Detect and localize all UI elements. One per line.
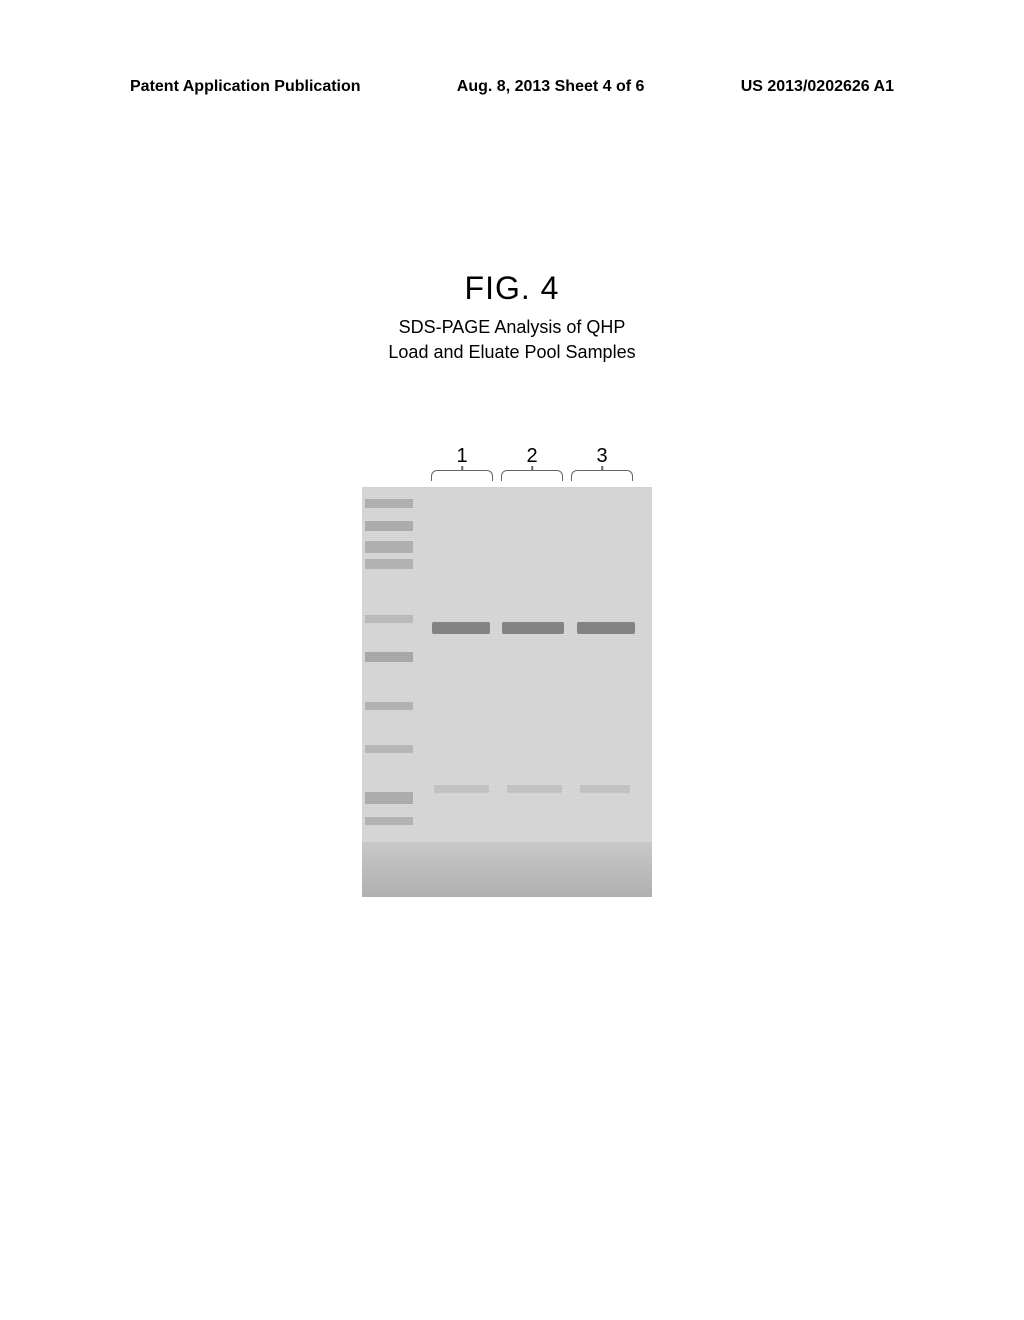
marker-band-2 [365, 541, 413, 553]
bracket-2 [497, 470, 567, 484]
header-publication: Patent Application Publication [130, 78, 361, 96]
lane-label-2: 2 [497, 445, 567, 468]
faint-band-2 [580, 785, 630, 793]
page-header: Patent Application Publication Aug. 8, 2… [0, 78, 1024, 96]
marker-band-9 [365, 817, 413, 825]
lane-labels-row: 1 2 3 [427, 445, 662, 468]
faint-band-1 [507, 785, 562, 793]
figure-heading: FIG. 4 SDS-PAGE Analysis of QHP Load and… [0, 270, 1024, 365]
lane-label-3: 3 [567, 445, 637, 468]
figure-label: FIG. 4 [0, 270, 1024, 307]
lane-label-1: 1 [427, 445, 497, 468]
marker-band-5 [365, 652, 413, 662]
marker-band-6 [365, 702, 413, 710]
marker-lane [362, 487, 422, 897]
sample-band-lane1 [432, 622, 490, 634]
sample-band-lane2 [502, 622, 564, 634]
marker-band-7 [365, 745, 413, 753]
header-patent-number: US 2013/0202626 A1 [741, 78, 894, 96]
lane-brackets-row [427, 470, 662, 484]
header-sheet-info: Aug. 8, 2013 Sheet 4 of 6 [457, 78, 645, 96]
gel-figure: 1 2 3 [362, 445, 662, 897]
marker-band-4 [365, 615, 413, 623]
marker-band-8 [365, 792, 413, 804]
figure-title-line2: Load and Eluate Pool Samples [0, 340, 1024, 365]
marker-band-1 [365, 521, 413, 531]
faint-band-0 [434, 785, 489, 793]
marker-band-0 [365, 499, 413, 508]
sample-band-lane3 [577, 622, 635, 634]
bracket-1 [427, 470, 497, 484]
gel-image [362, 487, 652, 897]
figure-title-line1: SDS-PAGE Analysis of QHP [0, 315, 1024, 340]
bracket-3 [567, 470, 637, 484]
marker-band-3 [365, 559, 413, 569]
